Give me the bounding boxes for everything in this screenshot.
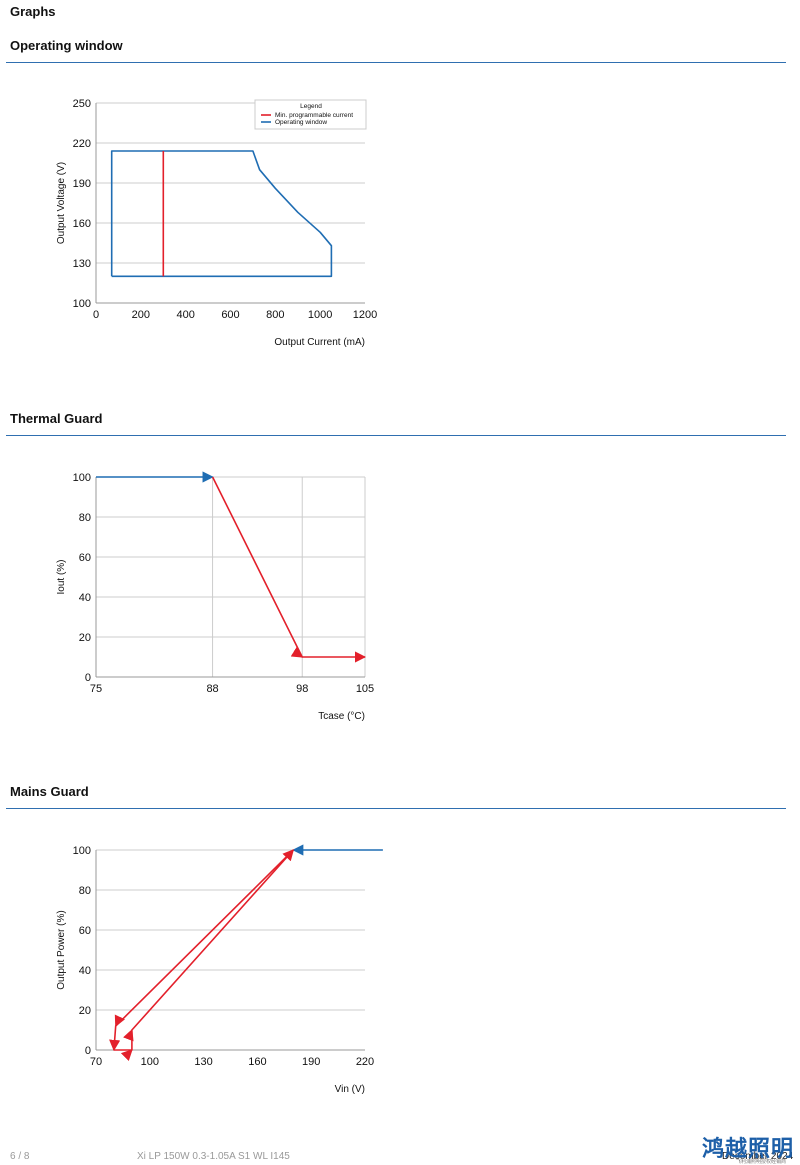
section-divider xyxy=(6,435,786,436)
x-tick-label: 400 xyxy=(176,309,194,321)
y-tick-label: 190 xyxy=(73,178,91,190)
page-title: Graphs xyxy=(10,4,56,19)
y-tick-label: 20 xyxy=(79,1005,91,1017)
x-tick-label: 98 xyxy=(296,683,308,695)
x-axis-label: Output Current (mA) xyxy=(274,337,365,348)
x-tick-label: 160 xyxy=(248,1056,266,1068)
x-tick-label: 200 xyxy=(132,309,150,321)
brand-logo-subtext: 飞利浦照明授权经销商 xyxy=(736,1159,787,1165)
y-tick-label: 160 xyxy=(73,218,91,230)
x-tick-label: 1000 xyxy=(308,309,332,321)
section-title-thermal-guard: Thermal Guard xyxy=(10,411,103,426)
x-axis-label: Vin (V) xyxy=(335,1084,365,1095)
x-tick-label: 600 xyxy=(221,309,239,321)
y-tick-label: 0 xyxy=(85,672,91,684)
series-line-3 xyxy=(113,849,295,1062)
y-tick-label: 220 xyxy=(73,138,91,150)
y-tick-label: 60 xyxy=(79,552,91,564)
y-tick-label: 20 xyxy=(79,632,91,644)
x-axis-label: Tcase (°C) xyxy=(318,711,365,722)
x-tick-label: 70 xyxy=(90,1056,102,1068)
document-date: December 2024 xyxy=(722,1151,794,1162)
y-axis-label: Output Voltage (V) xyxy=(56,162,67,244)
series-line-2 xyxy=(211,476,367,663)
y-tick-label: 100 xyxy=(73,845,91,857)
product-name: Xi LP 150W 0.3-1.05A S1 WL I145 xyxy=(137,1151,290,1162)
x-tick-label: 100 xyxy=(141,1056,159,1068)
section-title-operating-window: Operating window xyxy=(10,38,123,53)
x-tick-label: 130 xyxy=(194,1056,212,1068)
section-divider xyxy=(6,808,786,809)
mains-guard-chart: 0 20 40 60 80 100 70 100 130 160 190 220 Vin (V) Outp… xyxy=(56,844,383,1095)
x-tick-label: 190 xyxy=(302,1056,320,1068)
x-tick-label: 88 xyxy=(206,683,218,695)
section-title-mains-guard: Mains Guard xyxy=(10,784,89,799)
thermal-guard-chart: 0 20 40 60 80 100 75 88 98 105 Tcase (°C) Iout (%) xyxy=(56,471,374,722)
y-tick-label: 0 xyxy=(85,1045,91,1057)
x-tick-label: 1200 xyxy=(353,309,377,321)
y-tick-label: 100 xyxy=(73,298,91,310)
y-axis-label: Iout (%) xyxy=(56,559,67,594)
x-tick-label: 0 xyxy=(93,309,99,321)
legend-box xyxy=(254,99,367,130)
y-axis-label: Output Power (%) xyxy=(56,910,67,989)
y-tick-label: 60 xyxy=(79,925,91,937)
y-tick-label: 80 xyxy=(79,512,91,524)
x-tick-label: 75 xyxy=(90,683,102,695)
y-tick-label: 40 xyxy=(79,592,91,604)
y-tick-label: 40 xyxy=(79,965,91,977)
legend-label: Operating window xyxy=(275,119,327,126)
series-line-1 xyxy=(110,150,333,278)
chart-legend: Legend Min. programmable currentOperating… xyxy=(254,99,367,130)
legend-label: Min. programmable current xyxy=(275,112,353,119)
y-tick-label: 100 xyxy=(73,472,91,484)
legend-title: Legend xyxy=(300,103,322,110)
y-tick-label: 130 xyxy=(73,258,91,270)
section-divider xyxy=(6,62,786,63)
y-tick-label: 80 xyxy=(79,885,91,897)
brand-logo: 鸿越照明 xyxy=(702,1137,795,1162)
x-tick-label: 105 xyxy=(356,683,374,695)
x-tick-label: 220 xyxy=(356,1056,374,1068)
operating-window-chart: 100 130 160 190 220 250 0 200 400 600 800 1000 1200 O… xyxy=(56,98,377,348)
x-tick-label: 800 xyxy=(266,309,284,321)
page-number: 6 / 8 xyxy=(10,1151,30,1162)
y-tick-label: 250 xyxy=(73,98,91,110)
